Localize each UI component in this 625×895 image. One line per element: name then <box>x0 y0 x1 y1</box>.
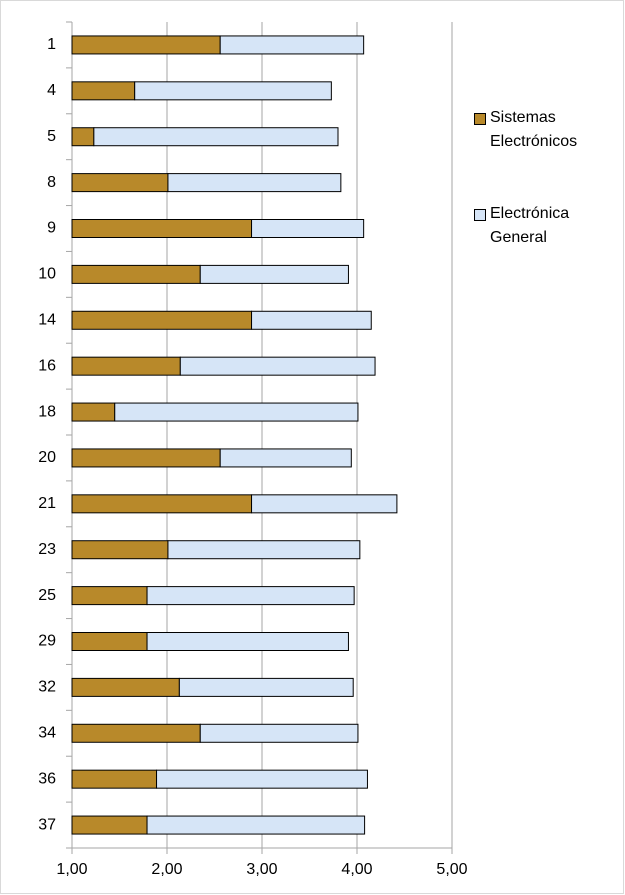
bar-segment <box>146 586 355 606</box>
x-tick-label: 2,00 <box>151 861 182 878</box>
y-tick-label: 32 <box>38 679 56 696</box>
bar-segment <box>156 769 368 789</box>
legend-label: Sistemas Electrónicos <box>490 109 578 150</box>
bar-segment <box>251 494 398 514</box>
legend-label: Electrónica General <box>490 205 570 246</box>
bar-segment <box>167 173 342 193</box>
y-tick-label: 29 <box>38 633 56 650</box>
legend-item: Sistemas Electrónicos <box>474 108 614 154</box>
bar-segment <box>71 448 221 468</box>
y-tick-label: 23 <box>38 541 56 558</box>
bar-segment <box>251 219 365 238</box>
bar-segment <box>71 127 95 147</box>
y-tick-label: 1 <box>47 36 56 53</box>
bar-segment <box>114 402 359 422</box>
legend-swatch <box>474 113 486 125</box>
bar-segment <box>251 310 372 330</box>
bar-segment <box>219 448 352 468</box>
y-tick-label: 34 <box>38 724 56 741</box>
bar-segment <box>71 219 253 238</box>
y-tick-label: 14 <box>38 311 56 328</box>
bar-segment <box>71 540 169 560</box>
y-tick-label: 37 <box>38 816 56 833</box>
bar-segment <box>71 402 116 422</box>
y-tick-label: 18 <box>38 403 56 420</box>
bar-segment <box>71 35 221 55</box>
legend: Sistemas Electrónicos Electrónica General <box>474 108 614 300</box>
bar-segment <box>71 815 148 835</box>
bar-segment <box>146 815 366 835</box>
bar-segment <box>179 356 376 376</box>
x-tick-label: 5,00 <box>436 861 467 878</box>
bar-segment <box>199 723 359 743</box>
bar-segment <box>71 677 180 697</box>
y-tick-label: 10 <box>38 266 56 283</box>
bar-segment <box>71 769 158 789</box>
bar-segment <box>219 35 365 55</box>
legend-item: Electrónica General <box>474 204 614 250</box>
y-tick-label: 9 <box>47 220 56 237</box>
bar-segment <box>71 632 148 651</box>
bar-segment <box>71 356 181 376</box>
y-tick-label: 36 <box>38 770 56 787</box>
bar-segment <box>93 127 339 147</box>
y-tick-label: 8 <box>47 174 56 191</box>
bar-segment <box>146 632 349 651</box>
x-tick-label: 4,00 <box>341 861 372 878</box>
y-tick-label: 20 <box>38 449 56 466</box>
bar-segment <box>134 81 332 101</box>
y-tick-label: 4 <box>47 82 56 99</box>
bar-segment <box>167 540 361 560</box>
y-tick-label: 5 <box>47 128 56 145</box>
y-tick-label: 25 <box>38 587 56 604</box>
bar-segment <box>71 173 169 193</box>
bar-segment <box>71 723 201 743</box>
bar-segment <box>178 677 354 697</box>
bar-segment <box>71 494 253 514</box>
bar-segment <box>199 264 349 284</box>
y-tick-label: 16 <box>38 357 56 374</box>
bar-segment <box>71 264 201 284</box>
x-tick-label: 1,00 <box>56 861 87 878</box>
bar-segment <box>71 310 253 330</box>
x-tick-label: 3,00 <box>246 861 277 878</box>
bar-segment <box>71 586 148 606</box>
bar-segment <box>71 81 136 101</box>
y-tick-label: 21 <box>38 495 56 512</box>
legend-swatch <box>474 209 486 221</box>
